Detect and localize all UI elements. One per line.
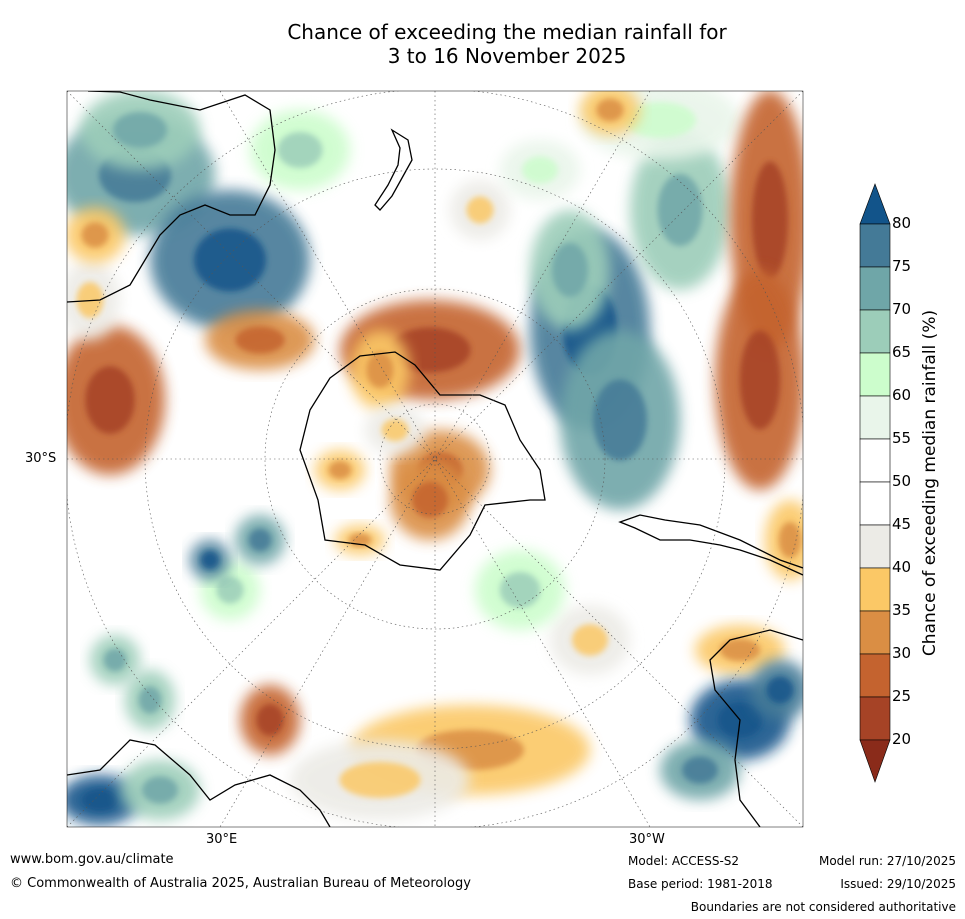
anomaly-core bbox=[596, 98, 624, 122]
new-zealand-outline bbox=[374, 128, 413, 211]
anomaly-core bbox=[366, 352, 394, 388]
anomaly-field bbox=[67, 91, 803, 825]
anomaly-core bbox=[113, 112, 167, 148]
colorbar-tick-label: 50 bbox=[892, 472, 912, 490]
south-america-outline bbox=[618, 514, 803, 576]
colorbar-segment bbox=[859, 395, 891, 440]
colorbar-segment bbox=[859, 309, 891, 354]
southern-africa-outline bbox=[67, 739, 331, 827]
title-line-1: Chance of exceeding the median rainfall … bbox=[287, 20, 727, 44]
anomaly-core bbox=[572, 624, 608, 656]
colorbar-tick-label: 80 bbox=[892, 214, 912, 232]
anomaly-core bbox=[766, 676, 794, 704]
anomaly-core bbox=[142, 776, 178, 804]
colorbar-segment bbox=[859, 567, 891, 612]
disclaimer: Boundaries are not considered authoritat… bbox=[690, 900, 956, 914]
chart-title: Chance of exceeding the median rainfall … bbox=[0, 20, 965, 68]
anomaly-core bbox=[593, 379, 647, 461]
colorbar-segment bbox=[859, 481, 891, 526]
anomaly-core bbox=[739, 330, 781, 430]
colorbar-segment bbox=[859, 223, 891, 268]
anomaly-core bbox=[216, 576, 244, 604]
colorbar-segment bbox=[859, 653, 891, 698]
anomaly-core bbox=[499, 572, 541, 608]
anomaly-core bbox=[412, 482, 448, 518]
base-period: Base period: 1981-2018 bbox=[628, 877, 773, 891]
anomaly-core bbox=[85, 366, 135, 434]
colorbar-title: Chance of exceeding median rainfall (%) bbox=[920, 309, 940, 657]
colorbar-extend-high bbox=[859, 183, 891, 225]
anomaly-core bbox=[194, 228, 266, 292]
anomaly-core bbox=[719, 638, 761, 662]
colorbar-tick-label: 65 bbox=[892, 343, 912, 361]
website-link[interactable]: www.bom.gov.au/climate bbox=[10, 852, 174, 867]
australia-outline bbox=[67, 91, 276, 303]
anomaly-core bbox=[328, 461, 352, 479]
graticule-ring bbox=[264, 288, 606, 630]
model-run: Model run: 27/10/2025 bbox=[818, 854, 956, 868]
colorbar-tick-label: 70 bbox=[892, 300, 912, 318]
lon-label-30e: 30°E bbox=[206, 832, 238, 847]
anomaly-core bbox=[201, 551, 219, 569]
model-label: Model: ACCESS-S2 bbox=[628, 854, 740, 868]
anomaly-core bbox=[339, 762, 421, 798]
colorbar-tick-label: 45 bbox=[892, 515, 912, 533]
anomaly-core bbox=[82, 788, 118, 812]
anomaly-core bbox=[138, 686, 162, 714]
anomaly-core bbox=[624, 102, 696, 138]
copyright: © Commonwealth of Australia 2025, Austra… bbox=[10, 876, 471, 891]
anomaly-core bbox=[248, 528, 272, 552]
colorbar-tick-label: 20 bbox=[892, 730, 912, 748]
colorbar-tick-label: 40 bbox=[892, 558, 912, 576]
colorbar-extend-low bbox=[859, 739, 891, 783]
anomaly-core bbox=[682, 756, 718, 784]
anomaly-core bbox=[657, 174, 703, 246]
lon-label-30w: 30°W bbox=[629, 832, 665, 847]
land-outlines bbox=[67, 91, 803, 827]
colorbar-segment bbox=[859, 266, 891, 311]
colorbar-segment bbox=[859, 696, 891, 741]
colorbar-tick-label: 75 bbox=[892, 257, 912, 275]
anomaly-core bbox=[552, 243, 588, 297]
colorbar bbox=[859, 183, 891, 783]
colorbar-segment bbox=[859, 352, 891, 397]
anomaly-core bbox=[277, 132, 323, 168]
title-line-2: 3 to 16 November 2025 bbox=[387, 44, 627, 68]
anomaly-core bbox=[522, 156, 558, 184]
anomaly-core bbox=[256, 704, 284, 736]
anomaly-core bbox=[81, 222, 109, 248]
issued-date: Issued: 29/10/2025 bbox=[840, 877, 956, 891]
colorbar-segment bbox=[859, 438, 891, 483]
colorbar-tick-label: 35 bbox=[892, 601, 912, 619]
colorbar-tick-label: 60 bbox=[892, 386, 912, 404]
anomaly-core bbox=[752, 161, 788, 279]
anomaly-core bbox=[778, 522, 802, 558]
map-frame bbox=[66, 90, 804, 828]
antarctica-outline bbox=[299, 351, 546, 571]
colorbar-segment bbox=[859, 524, 891, 569]
graticule bbox=[67, 91, 803, 827]
anomaly-core bbox=[103, 648, 127, 672]
colorbar-tick-label: 30 bbox=[892, 644, 912, 662]
lat-label-30s: 30°S bbox=[25, 451, 57, 466]
anomaly-core bbox=[381, 418, 409, 442]
colorbar-tick-label: 25 bbox=[892, 687, 912, 705]
colorbar-segment bbox=[859, 610, 891, 655]
anomaly-core bbox=[235, 326, 285, 354]
anomaly-core bbox=[466, 196, 494, 224]
colorbar-tick-label: 55 bbox=[892, 429, 912, 447]
africa-outline bbox=[709, 629, 803, 827]
